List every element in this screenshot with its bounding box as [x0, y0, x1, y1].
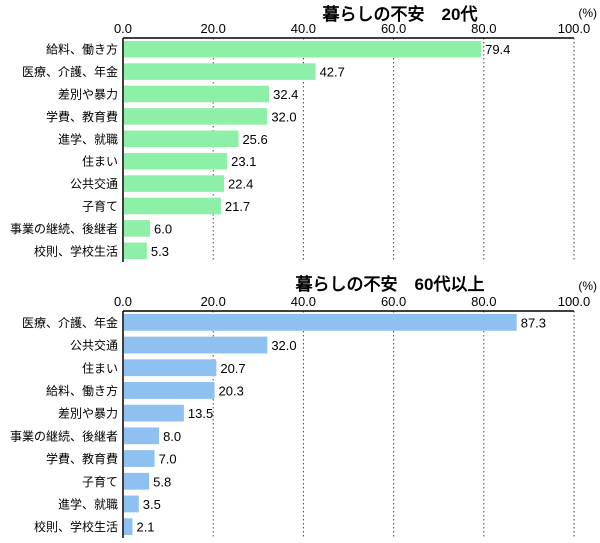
category-label: 事業の継続、後継者: [10, 221, 118, 236]
category-label: 医療、介護、年金: [22, 315, 118, 330]
data-label: 2.1: [136, 520, 154, 535]
category-label: 差別や暴力: [58, 407, 118, 421]
bar: [124, 108, 268, 125]
chart-title: 暮らしの不安 60代以上: [295, 274, 485, 294]
category-label: 住まい: [82, 361, 118, 375]
tick-label: 60.0: [381, 21, 406, 36]
data-label: 13.5: [188, 406, 213, 421]
data-label: 8.0: [163, 429, 181, 444]
bar: [124, 427, 160, 445]
data-label: 20.3: [219, 383, 244, 398]
data-label: 7.0: [159, 452, 177, 467]
category-label: 進学、就職: [58, 131, 118, 146]
unit-label: (%): [578, 6, 597, 20]
bar: [124, 152, 228, 170]
category-label: 子育て: [82, 474, 118, 489]
category-label: 学費、教育費: [46, 451, 118, 466]
bar: [124, 495, 139, 513]
category-label: 住まい: [82, 155, 118, 169]
data-label: 32.4: [273, 87, 298, 102]
tick-label: 0.0: [114, 294, 132, 309]
data-label: 87.3: [521, 315, 546, 330]
category-label: 進学、就職: [58, 496, 118, 511]
bar: [124, 175, 225, 192]
bar: [124, 382, 215, 399]
bar: [124, 472, 150, 490]
bar: [124, 40, 482, 58]
data-label: 32.0: [271, 338, 296, 353]
tick-label: 40.0: [291, 294, 316, 309]
data-label: 79.4: [485, 42, 510, 57]
bar: [124, 313, 517, 331]
category-label: 差別や暴力: [58, 88, 118, 102]
bar: [124, 450, 155, 467]
data-label: 23.1: [231, 154, 256, 169]
category-label: 給料、働き方: [46, 383, 118, 398]
data-label: 32.0: [271, 109, 296, 124]
data-label: 6.0: [154, 221, 172, 236]
tick-label: 20.0: [201, 21, 226, 36]
tick-label: 60.0: [381, 294, 406, 309]
tick-label: 20.0: [201, 294, 226, 309]
data-label: 20.7: [220, 361, 245, 376]
tick-label: 0.0: [114, 21, 132, 36]
unit-label: (%): [578, 279, 597, 293]
category-label: 子育て: [82, 199, 118, 214]
tick-label: 100.0: [558, 294, 591, 309]
category-label: 校則、学校生活: [34, 243, 118, 258]
bar: [124, 336, 268, 354]
bar: [124, 404, 184, 422]
category-label: 学費、教育費: [46, 109, 118, 124]
data-label: 5.8: [153, 474, 171, 489]
data-label: 3.5: [143, 497, 161, 512]
data-label: 5.3: [151, 244, 169, 259]
tick-label: 80.0: [471, 21, 496, 36]
category-label: 公共交通: [70, 338, 118, 353]
bar: [124, 242, 147, 260]
category-label: 給料、働き方: [46, 42, 118, 57]
tick-label: 40.0: [291, 21, 316, 36]
bar: [124, 130, 239, 148]
bar: [124, 63, 316, 80]
bar: [124, 518, 133, 536]
data-label: 22.4: [228, 177, 253, 192]
category-label: 医療、介護、年金: [22, 64, 118, 79]
bar: [124, 359, 217, 377]
chart-title: 暮らしの不安 20代: [322, 4, 478, 24]
bar: [124, 197, 221, 215]
bar: [124, 220, 151, 237]
data-label: 42.7: [320, 65, 345, 80]
tick-label: 80.0: [471, 294, 496, 309]
data-label: 21.7: [225, 199, 250, 214]
category-label: 事業の継続、後継者: [10, 428, 118, 443]
category-label: 公共交通: [70, 176, 118, 191]
tick-label: 100.0: [558, 21, 591, 36]
bar: [124, 85, 270, 103]
category-label: 校則、学校生活: [34, 519, 118, 534]
data-label: 25.6: [242, 132, 267, 147]
